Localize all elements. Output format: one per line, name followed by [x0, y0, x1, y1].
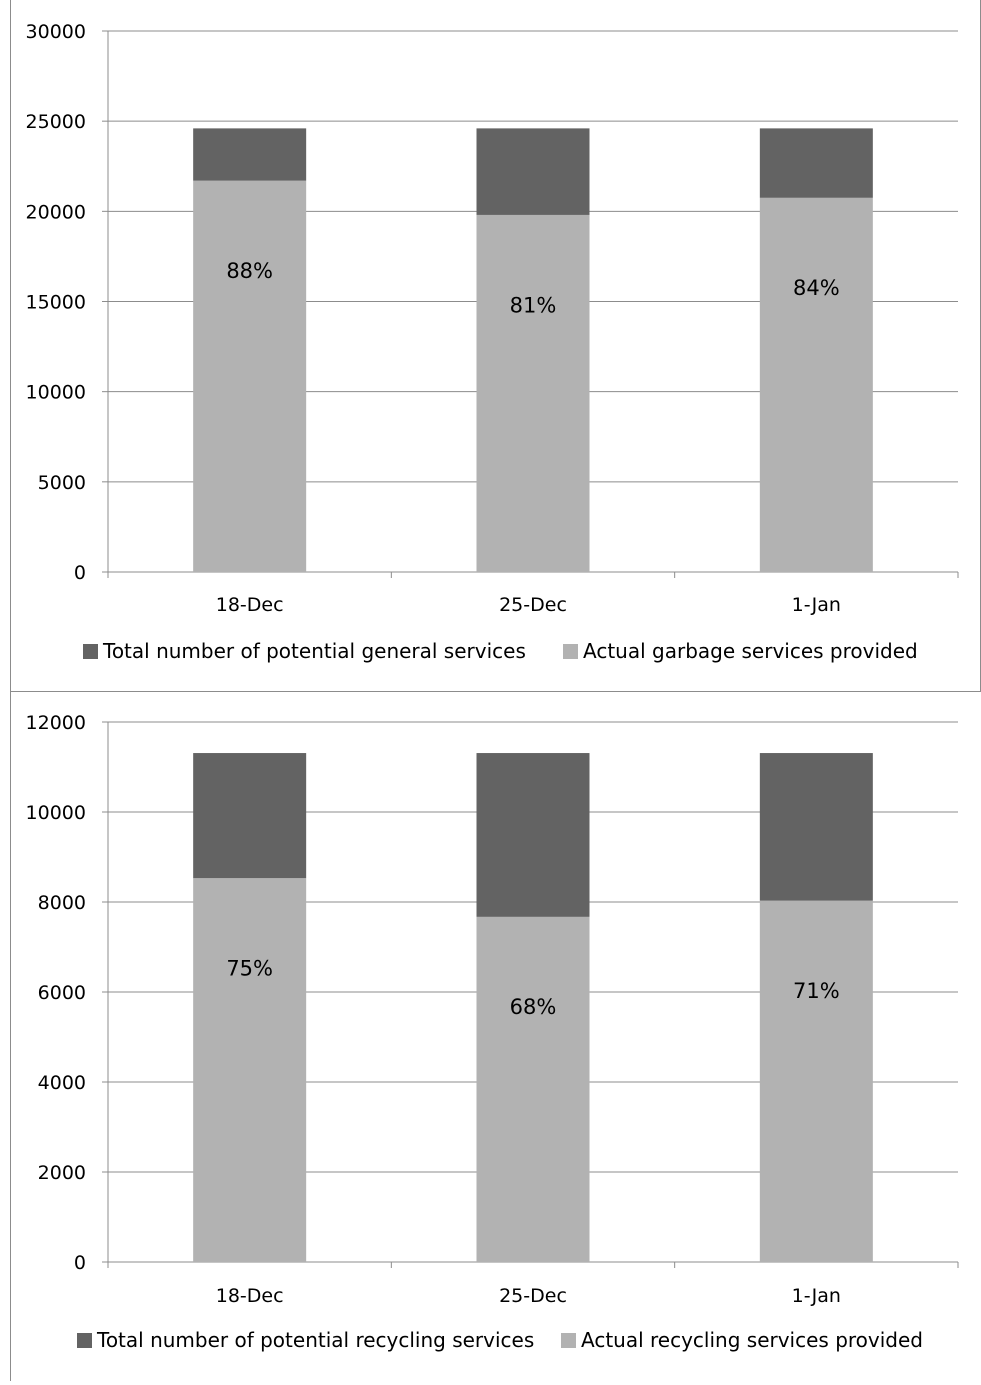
legend-label: Actual recycling services provided — [581, 1328, 923, 1352]
bar-potential — [476, 753, 590, 917]
y-tick-label: 0 — [74, 1252, 86, 1274]
panel-border-left — [10, 0, 11, 1381]
bar-actual — [193, 180, 307, 572]
bar-actual — [476, 916, 590, 1262]
legend-swatch — [561, 1333, 576, 1348]
y-tick-label: 8000 — [38, 892, 86, 914]
bar-potential — [193, 128, 307, 181]
x-tick-label: 18-Dec — [216, 594, 284, 616]
data-label: 88% — [226, 259, 273, 283]
data-label: 75% — [226, 956, 273, 980]
y-tick-label: 0 — [74, 562, 86, 584]
y-tick-label: 4000 — [38, 1072, 86, 1094]
y-tick-label: 6000 — [38, 982, 86, 1004]
bar-potential — [759, 128, 873, 198]
bar-actual — [193, 878, 307, 1262]
y-tick-label: 10000 — [26, 802, 86, 824]
bar-actual — [759, 197, 873, 572]
y-tick-label: 30000 — [26, 21, 86, 43]
x-tick-label: 18-Dec — [216, 1285, 284, 1307]
legend-swatch — [77, 1333, 92, 1348]
x-tick-label: 25-Dec — [499, 1285, 567, 1307]
y-tick-label: 2000 — [38, 1162, 86, 1184]
garbage-services-chart: 0 5000 10000 15000 20000 25000 30000 88% 18-Dec 8… — [26, 21, 959, 663]
x-tick-label: 1-Jan — [792, 1285, 841, 1307]
legend-label: Actual garbage services provided — [583, 639, 918, 663]
data-label: 84% — [793, 276, 840, 300]
bar-actual — [759, 900, 873, 1262]
y-tick-label: 15000 — [26, 292, 86, 314]
data-label: 71% — [793, 979, 840, 1003]
garbage-chart-panel: 0 5000 10000 15000 20000 25000 30000 88% 18-Dec 8… — [0, 0, 981, 691]
y-tick-label: 25000 — [26, 111, 86, 133]
recycling-services-chart: 0 2000 4000 6000 8000 10000 12000 75% 18-Dec 68% 2… — [26, 712, 959, 1352]
legend-label: Total number of potential recycling serv… — [96, 1328, 534, 1352]
legend-swatch — [563, 644, 578, 659]
x-tick-label: 1-Jan — [792, 594, 841, 616]
data-label: 81% — [510, 293, 557, 317]
recycling-chart-panel: 0 2000 4000 6000 8000 10000 12000 75% 18-Dec 68% 2… — [0, 691, 981, 1381]
legend-swatch — [83, 644, 98, 659]
data-label: 68% — [510, 995, 557, 1019]
bar-potential — [759, 753, 873, 901]
bar-actual — [476, 214, 590, 572]
y-tick-label: 20000 — [26, 201, 86, 223]
y-tick-label: 10000 — [26, 382, 86, 404]
bar-potential — [476, 128, 590, 215]
y-tick-label: 12000 — [26, 712, 86, 734]
legend-label: Total number of potential general servic… — [102, 639, 526, 663]
x-tick-label: 25-Dec — [499, 594, 567, 616]
bar-potential — [193, 753, 307, 879]
y-tick-label: 5000 — [38, 472, 86, 494]
panel-divider — [10, 691, 981, 692]
